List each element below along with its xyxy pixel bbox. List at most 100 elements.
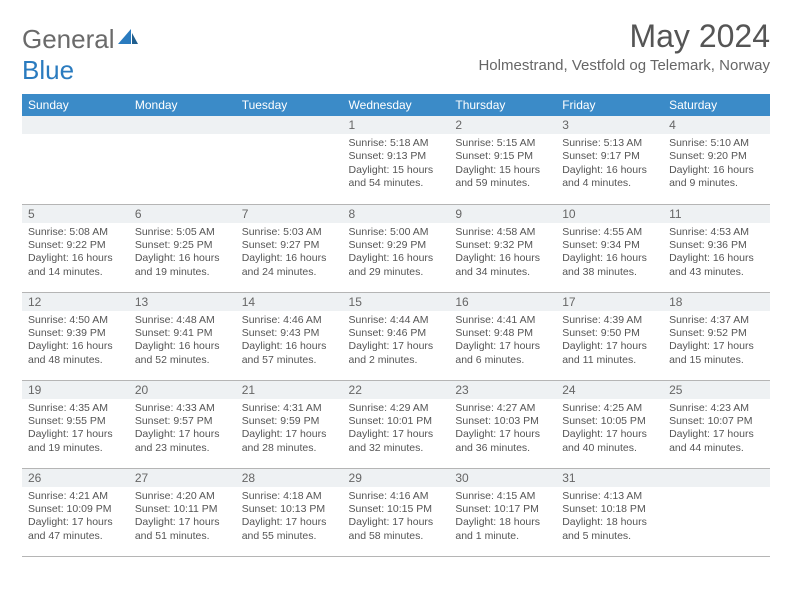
sunrise-line: Sunrise: 4:21 AM bbox=[28, 490, 123, 503]
weekday-header: Monday bbox=[129, 94, 236, 116]
day-content: Sunrise: 5:13 AMSunset: 9:17 PMDaylight:… bbox=[556, 134, 663, 195]
daylight-line: Daylight: 16 hours and 14 minutes. bbox=[28, 252, 123, 279]
calendar-cell: 1Sunrise: 5:18 AMSunset: 9:13 PMDaylight… bbox=[343, 116, 450, 204]
day-content: Sunrise: 4:50 AMSunset: 9:39 PMDaylight:… bbox=[22, 311, 129, 372]
daylight-line: Daylight: 17 hours and 11 minutes. bbox=[562, 340, 657, 367]
weekday-header: Saturday bbox=[663, 94, 770, 116]
daylight-line: Daylight: 16 hours and 43 minutes. bbox=[669, 252, 764, 279]
calendar-cell: 14Sunrise: 4:46 AMSunset: 9:43 PMDayligh… bbox=[236, 292, 343, 380]
sunset-line: Sunset: 9:13 PM bbox=[349, 150, 444, 163]
sunrise-line: Sunrise: 4:25 AM bbox=[562, 402, 657, 415]
sunset-line: Sunset: 9:50 PM bbox=[562, 327, 657, 340]
daylight-line: Daylight: 16 hours and 9 minutes. bbox=[669, 164, 764, 191]
sunrise-line: Sunrise: 4:18 AM bbox=[242, 490, 337, 503]
calendar-table: SundayMondayTuesdayWednesdayThursdayFrid… bbox=[22, 94, 770, 557]
sunset-line: Sunset: 9:46 PM bbox=[349, 327, 444, 340]
daylight-line: Daylight: 16 hours and 48 minutes. bbox=[28, 340, 123, 367]
daylight-line: Daylight: 16 hours and 29 minutes. bbox=[349, 252, 444, 279]
sunrise-line: Sunrise: 5:05 AM bbox=[135, 226, 230, 239]
calendar-cell: 12Sunrise: 4:50 AMSunset: 9:39 PMDayligh… bbox=[22, 292, 129, 380]
brand-part1: General bbox=[22, 24, 115, 54]
daylight-line: Daylight: 17 hours and 32 minutes. bbox=[349, 428, 444, 455]
day-number: 8 bbox=[343, 205, 450, 223]
sunrise-line: Sunrise: 5:00 AM bbox=[349, 226, 444, 239]
day-content: Sunrise: 4:55 AMSunset: 9:34 PMDaylight:… bbox=[556, 223, 663, 284]
sunrise-line: Sunrise: 4:31 AM bbox=[242, 402, 337, 415]
daylight-line: Daylight: 17 hours and 2 minutes. bbox=[349, 340, 444, 367]
day-content: Sunrise: 4:31 AMSunset: 9:59 PMDaylight:… bbox=[236, 399, 343, 460]
daylight-line: Daylight: 17 hours and 40 minutes. bbox=[562, 428, 657, 455]
calendar-cell: 26Sunrise: 4:21 AMSunset: 10:09 PMDaylig… bbox=[22, 468, 129, 556]
day-number: 12 bbox=[22, 293, 129, 311]
calendar-cell: 10Sunrise: 4:55 AMSunset: 9:34 PMDayligh… bbox=[556, 204, 663, 292]
month-title: May 2024 bbox=[478, 18, 770, 55]
day-number: 25 bbox=[663, 381, 770, 399]
sunrise-line: Sunrise: 4:37 AM bbox=[669, 314, 764, 327]
daylight-line: Daylight: 17 hours and 51 minutes. bbox=[135, 516, 230, 543]
daylight-line: Daylight: 16 hours and 57 minutes. bbox=[242, 340, 337, 367]
day-number: 16 bbox=[449, 293, 556, 311]
sunset-line: Sunset: 10:09 PM bbox=[28, 503, 123, 516]
sunrise-line: Sunrise: 4:20 AM bbox=[135, 490, 230, 503]
calendar-cell: 8Sunrise: 5:00 AMSunset: 9:29 PMDaylight… bbox=[343, 204, 450, 292]
sunrise-line: Sunrise: 4:53 AM bbox=[669, 226, 764, 239]
calendar-cell: 6Sunrise: 5:05 AMSunset: 9:25 PMDaylight… bbox=[129, 204, 236, 292]
day-content: Sunrise: 4:33 AMSunset: 9:57 PMDaylight:… bbox=[129, 399, 236, 460]
brand-sail-icon bbox=[117, 24, 139, 54]
calendar-cell: 28Sunrise: 4:18 AMSunset: 10:13 PMDaylig… bbox=[236, 468, 343, 556]
sunset-line: Sunset: 9:15 PM bbox=[455, 150, 550, 163]
daylight-line: Daylight: 17 hours and 6 minutes. bbox=[455, 340, 550, 367]
calendar-cell: 11Sunrise: 4:53 AMSunset: 9:36 PMDayligh… bbox=[663, 204, 770, 292]
calendar-cell: 25Sunrise: 4:23 AMSunset: 10:07 PMDaylig… bbox=[663, 380, 770, 468]
sunset-line: Sunset: 10:17 PM bbox=[455, 503, 550, 516]
sunset-line: Sunset: 10:01 PM bbox=[349, 415, 444, 428]
sunrise-line: Sunrise: 4:27 AM bbox=[455, 402, 550, 415]
day-content: Sunrise: 4:13 AMSunset: 10:18 PMDaylight… bbox=[556, 487, 663, 548]
day-number: 17 bbox=[556, 293, 663, 311]
weekday-header: Friday bbox=[556, 94, 663, 116]
day-content: Sunrise: 4:48 AMSunset: 9:41 PMDaylight:… bbox=[129, 311, 236, 372]
calendar-cell: 5Sunrise: 5:08 AMSunset: 9:22 PMDaylight… bbox=[22, 204, 129, 292]
daylight-line: Daylight: 17 hours and 15 minutes. bbox=[669, 340, 764, 367]
daylight-line: Daylight: 17 hours and 55 minutes. bbox=[242, 516, 337, 543]
sunset-line: Sunset: 9:55 PM bbox=[28, 415, 123, 428]
day-content: Sunrise: 5:08 AMSunset: 9:22 PMDaylight:… bbox=[22, 223, 129, 284]
sunrise-line: Sunrise: 4:41 AM bbox=[455, 314, 550, 327]
sunset-line: Sunset: 9:39 PM bbox=[28, 327, 123, 340]
sunrise-line: Sunrise: 4:55 AM bbox=[562, 226, 657, 239]
sunset-line: Sunset: 9:22 PM bbox=[28, 239, 123, 252]
calendar-row: 26Sunrise: 4:21 AMSunset: 10:09 PMDaylig… bbox=[22, 468, 770, 556]
sunrise-line: Sunrise: 5:10 AM bbox=[669, 137, 764, 150]
sunset-line: Sunset: 10:18 PM bbox=[562, 503, 657, 516]
day-content: Sunrise: 4:41 AMSunset: 9:48 PMDaylight:… bbox=[449, 311, 556, 372]
sunrise-line: Sunrise: 4:50 AM bbox=[28, 314, 123, 327]
sunset-line: Sunset: 9:41 PM bbox=[135, 327, 230, 340]
calendar-body: 1Sunrise: 5:18 AMSunset: 9:13 PMDaylight… bbox=[22, 116, 770, 556]
sunset-line: Sunset: 10:07 PM bbox=[669, 415, 764, 428]
day-content: Sunrise: 4:16 AMSunset: 10:15 PMDaylight… bbox=[343, 487, 450, 548]
sunset-line: Sunset: 9:52 PM bbox=[669, 327, 764, 340]
weekday-header: Tuesday bbox=[236, 94, 343, 116]
calendar-cell bbox=[663, 468, 770, 556]
daylight-line: Daylight: 17 hours and 47 minutes. bbox=[28, 516, 123, 543]
calendar-cell bbox=[129, 116, 236, 204]
calendar-cell: 21Sunrise: 4:31 AMSunset: 9:59 PMDayligh… bbox=[236, 380, 343, 468]
calendar-cell: 9Sunrise: 4:58 AMSunset: 9:32 PMDaylight… bbox=[449, 204, 556, 292]
sunset-line: Sunset: 10:05 PM bbox=[562, 415, 657, 428]
day-number: 3 bbox=[556, 116, 663, 134]
calendar-cell: 13Sunrise: 4:48 AMSunset: 9:41 PMDayligh… bbox=[129, 292, 236, 380]
daylight-line: Daylight: 16 hours and 34 minutes. bbox=[455, 252, 550, 279]
daylight-line: Daylight: 17 hours and 44 minutes. bbox=[669, 428, 764, 455]
day-number: 15 bbox=[343, 293, 450, 311]
day-content: Sunrise: 4:29 AMSunset: 10:01 PMDaylight… bbox=[343, 399, 450, 460]
calendar-cell: 22Sunrise: 4:29 AMSunset: 10:01 PMDaylig… bbox=[343, 380, 450, 468]
day-number-empty bbox=[236, 116, 343, 134]
day-number: 24 bbox=[556, 381, 663, 399]
sunset-line: Sunset: 9:43 PM bbox=[242, 327, 337, 340]
day-number: 28 bbox=[236, 469, 343, 487]
calendar-cell: 18Sunrise: 4:37 AMSunset: 9:52 PMDayligh… bbox=[663, 292, 770, 380]
calendar-cell: 4Sunrise: 5:10 AMSunset: 9:20 PMDaylight… bbox=[663, 116, 770, 204]
calendar-cell: 17Sunrise: 4:39 AMSunset: 9:50 PMDayligh… bbox=[556, 292, 663, 380]
day-number: 14 bbox=[236, 293, 343, 311]
sunset-line: Sunset: 9:32 PM bbox=[455, 239, 550, 252]
